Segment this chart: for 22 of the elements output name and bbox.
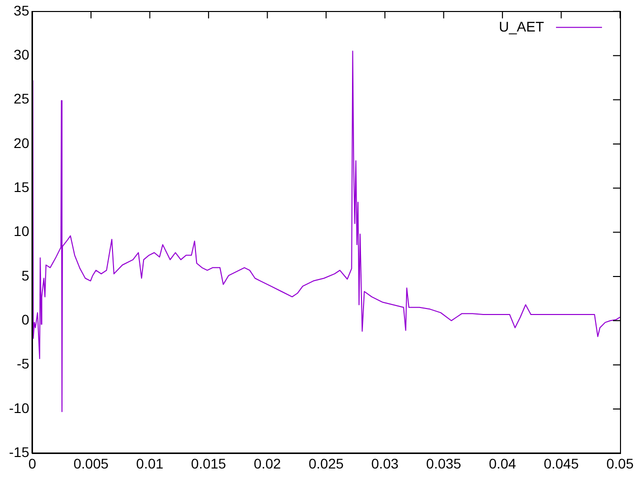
y-tick-label: 35 <box>14 2 30 18</box>
x-tick-label: 0.025 <box>308 455 344 472</box>
x-tick-label: 0.03 <box>371 455 399 472</box>
x-tick-label: 0.045 <box>544 455 579 472</box>
y-tick-label: 20 <box>14 134 30 151</box>
y-tick-label: 10 <box>14 223 30 240</box>
y-tick-label: 25 <box>14 90 30 107</box>
x-tick-label: 0.05 <box>606 455 634 472</box>
y-tick-label: 15 <box>14 178 30 195</box>
x-tick-label: 0.04 <box>488 455 516 472</box>
y-tick-label: -5 <box>16 356 30 372</box>
y-tick-label: 0 <box>21 312 30 328</box>
x-tick-label: 0.035 <box>426 455 462 472</box>
y-tick-label: -15 <box>9 444 30 460</box>
x-tick-label: 0.015 <box>191 455 226 472</box>
y-tick-label: 30 <box>14 46 30 62</box>
x-tick-label: 0.01 <box>136 455 164 472</box>
x-tick-label: 0.005 <box>73 455 109 472</box>
y-tick-label: -10 <box>9 400 30 416</box>
legend-label: U_AET <box>498 18 544 34</box>
y-tick-label: 5 <box>21 267 30 284</box>
x-tick-label: 0.02 <box>254 455 282 472</box>
